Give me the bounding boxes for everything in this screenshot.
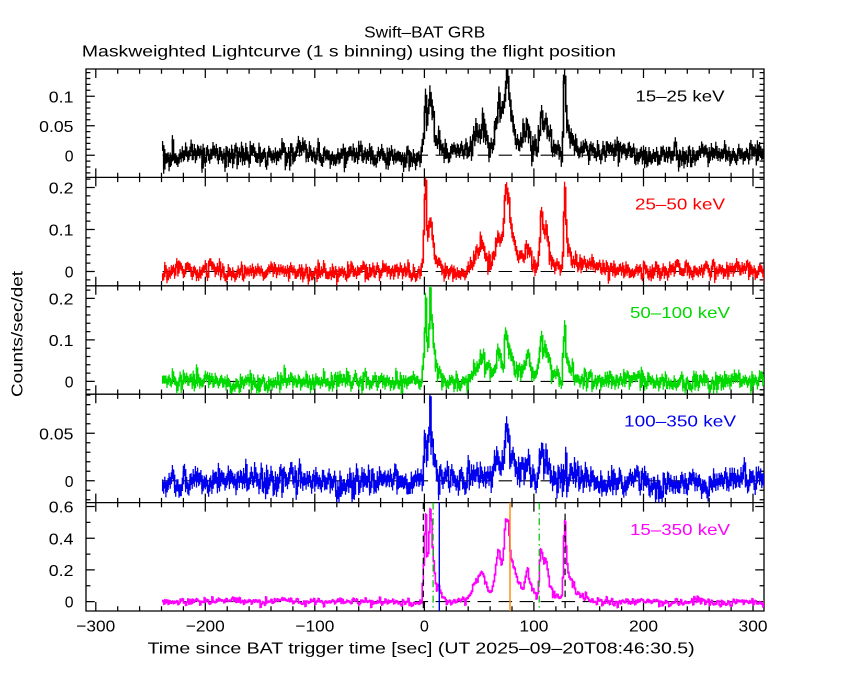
svg-text:300: 300 (739, 619, 768, 636)
svg-text:Maskweighted Lightcurve (1 s b: Maskweighted Lightcurve (1 s binning) us… (82, 44, 616, 61)
svg-text:−300: −300 (76, 619, 115, 636)
svg-text:0.4: 0.4 (49, 531, 74, 548)
svg-text:0.1: 0.1 (49, 223, 74, 240)
svg-text:200: 200 (629, 619, 658, 636)
svg-text:0.2: 0.2 (49, 292, 74, 309)
svg-text:0: 0 (65, 148, 74, 165)
svg-text:0.1: 0.1 (49, 89, 74, 106)
svg-text:50–100 keV: 50–100 keV (630, 305, 730, 322)
svg-text:15–350 keV: 15–350 keV (630, 522, 730, 539)
svg-text:0.6: 0.6 (49, 500, 74, 517)
svg-text:0.05: 0.05 (39, 119, 73, 136)
svg-text:0.1: 0.1 (49, 333, 74, 350)
svg-text:Swift–BAT GRB: Swift–BAT GRB (364, 24, 485, 41)
svg-text:100–350 keV: 100–350 keV (624, 414, 736, 431)
svg-text:0.2: 0.2 (49, 181, 74, 198)
svg-text:−100: −100 (295, 619, 334, 636)
svg-text:25–50 keV: 25–50 keV (635, 197, 725, 214)
svg-text:0.2: 0.2 (49, 563, 74, 580)
svg-text:0.05: 0.05 (39, 426, 73, 443)
svg-text:0: 0 (65, 265, 74, 282)
svg-text:Counts/sec/det: Counts/sec/det (10, 270, 27, 397)
svg-text:0: 0 (65, 595, 74, 612)
svg-text:0: 0 (65, 474, 74, 491)
svg-text:Time since BAT trigger time [s: Time since BAT trigger time [sec] (UT 20… (148, 641, 695, 658)
svg-text:100: 100 (519, 619, 548, 636)
svg-text:0: 0 (420, 619, 429, 636)
svg-text:−200: −200 (186, 619, 225, 636)
svg-text:15–25 keV: 15–25 keV (636, 88, 725, 105)
svg-text:0: 0 (65, 375, 74, 392)
